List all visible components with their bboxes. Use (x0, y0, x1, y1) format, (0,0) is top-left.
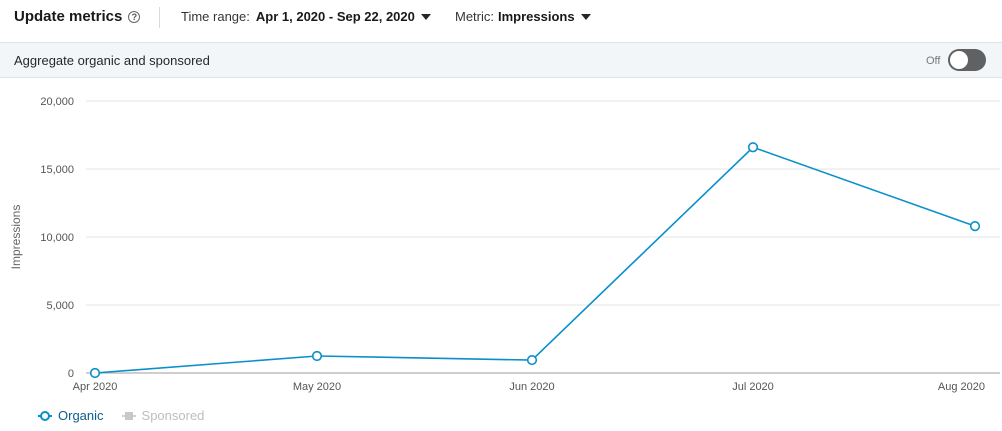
metric-label: Metric: (455, 9, 494, 24)
y-tick-label: 20,000 (40, 96, 74, 108)
aggregate-bar: Aggregate organic and sponsored Off (0, 42, 1002, 78)
legend-item-sponsored[interactable]: Sponsored (121, 408, 205, 423)
chart-series (89, 142, 981, 379)
legend-item-organic[interactable]: Organic (38, 408, 104, 423)
time-range-value: Apr 1, 2020 - Sep 22, 2020 (255, 9, 415, 24)
y-tick-label: 15,000 (40, 164, 74, 176)
impressions-chart: 20,000 15,000 10,000 5,000 0 Apr 2020 May 202… (9, 96, 1000, 393)
metric-value: Impressions (498, 9, 575, 24)
organic-data-point[interactable] (969, 221, 981, 232)
y-axis-ticks: 20,000 15,000 10,000 5,000 0 (40, 96, 74, 380)
organic-data-point[interactable] (747, 142, 759, 153)
page-title-text: Update metrics (14, 8, 123, 25)
aggregate-label: Aggregate organic and sponsored (14, 53, 210, 68)
chart-legend: Organic Sponsored (38, 408, 222, 423)
x-tick-label: Aug 2020 (938, 381, 985, 393)
y-tick-label: 10,000 (40, 232, 74, 244)
toggle-state-label: Off (926, 55, 941, 67)
header-bar: Update metrics ? Time range: Apr 1, 2020… (0, 0, 1002, 42)
organic-series-icon (38, 410, 52, 421)
chart-grid (86, 100, 1000, 374)
x-tick-label: Jun 2020 (509, 381, 554, 393)
y-tick-label: 0 (68, 368, 74, 380)
y-axis-title: Impressions (9, 205, 23, 270)
page-title: Update metrics ? (14, 8, 141, 25)
x-tick-label: Jul 2020 (732, 381, 774, 393)
chevron-down-icon (420, 13, 431, 20)
aggregate-toggle[interactable] (948, 49, 986, 71)
x-tick-label: May 2020 (293, 381, 341, 393)
sponsored-series-icon (121, 411, 136, 421)
time-range-dropdown[interactable]: Time range: Apr 1, 2020 - Sep 22, 2020 (181, 9, 431, 24)
legend-label-organic: Organic (58, 408, 104, 423)
organic-data-point[interactable] (89, 367, 101, 379)
organic-data-point[interactable] (311, 350, 323, 362)
toggle-knob[interactable] (950, 51, 968, 69)
legend-label-sponsored: Sponsored (141, 408, 205, 423)
organic-series-line (94, 146, 976, 374)
time-range-label: Time range: (181, 9, 250, 24)
x-axis-ticks: Apr 2020 May 2020 Jun 2020 Jul 2020 Aug 2020 (73, 381, 985, 393)
y-tick-label: 5,000 (46, 300, 74, 312)
chevron-down-icon (580, 13, 591, 20)
metric-dropdown[interactable]: Metric: Impressions (455, 9, 591, 24)
organic-data-point[interactable] (526, 354, 538, 366)
x-tick-label: Apr 2020 (73, 381, 118, 393)
help-icon[interactable]: ? (128, 10, 141, 23)
header-divider (159, 7, 160, 28)
